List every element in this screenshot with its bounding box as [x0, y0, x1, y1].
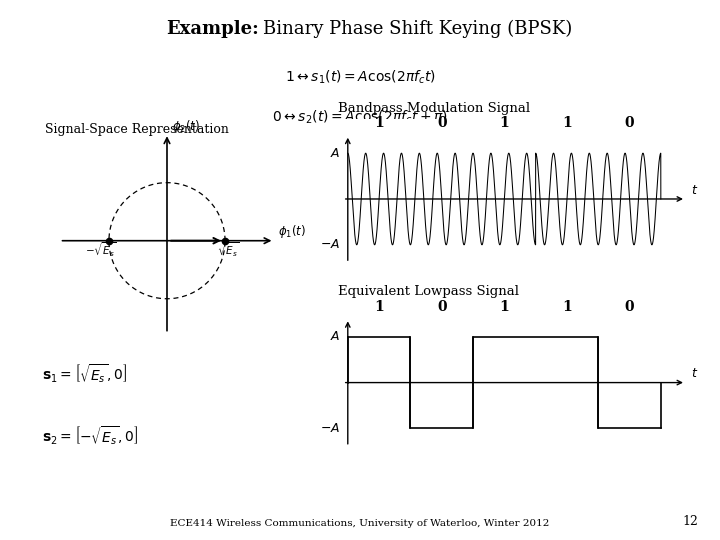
Text: Binary Phase Shift Keying (BPSK): Binary Phase Shift Keying (BPSK): [263, 20, 572, 38]
Text: $-\sqrt{E_s}$: $-\sqrt{E_s}$: [84, 240, 116, 259]
Text: 0: 0: [625, 116, 634, 130]
Text: $-A$: $-A$: [320, 238, 341, 251]
Text: $A$: $A$: [330, 330, 341, 343]
Text: 1: 1: [562, 116, 572, 130]
Text: 1: 1: [374, 300, 384, 314]
Text: Example:: Example:: [166, 20, 259, 38]
Text: $0 \leftrightarrow s_2(t)= A\cos(2\pi f_c t + \pi)$: $0 \leftrightarrow s_2(t)= A\cos(2\pi f_…: [272, 108, 448, 126]
Text: $t$: $t$: [691, 367, 698, 380]
Text: Bandpass Modulation Signal: Bandpass Modulation Signal: [338, 102, 531, 115]
Text: 0: 0: [437, 300, 446, 314]
Text: ECE414 Wireless Communications, University of Waterloo, Winter 2012: ECE414 Wireless Communications, Universi…: [171, 519, 549, 528]
Text: 0: 0: [437, 116, 446, 130]
Text: $-A$: $-A$: [320, 422, 341, 435]
Text: $1 \leftrightarrow s_1(t)= A\cos(2\pi f_c t)$: $1 \leftrightarrow s_1(t)= A\cos(2\pi f_…: [284, 68, 436, 86]
Text: 0: 0: [625, 300, 634, 314]
Text: $A$: $A$: [330, 147, 341, 160]
Text: 1: 1: [562, 300, 572, 314]
Text: 12: 12: [683, 515, 698, 528]
Text: Signal-Space Representation: Signal-Space Representation: [45, 124, 229, 137]
Text: 1: 1: [374, 116, 384, 130]
Text: Equivalent Lowpass Signal: Equivalent Lowpass Signal: [338, 286, 519, 299]
Text: 1: 1: [500, 300, 509, 314]
Text: $\sqrt{E_s}$: $\sqrt{E_s}$: [217, 240, 239, 259]
Text: $\mathbf{s}_2 = \left[-\sqrt{E_s}, 0\right]$: $\mathbf{s}_2 = \left[-\sqrt{E_s}, 0\rig…: [42, 424, 139, 447]
Text: $t$: $t$: [691, 184, 698, 197]
Text: $\phi_2(t)$: $\phi_2(t)$: [171, 118, 199, 136]
Text: $\phi_1(t)$: $\phi_1(t)$: [279, 223, 307, 240]
Text: 1: 1: [500, 116, 509, 130]
Text: $\mathbf{s}_1 = \left[\sqrt{E_s}, 0\right]$: $\mathbf{s}_1 = \left[\sqrt{E_s}, 0\righ…: [42, 362, 127, 385]
